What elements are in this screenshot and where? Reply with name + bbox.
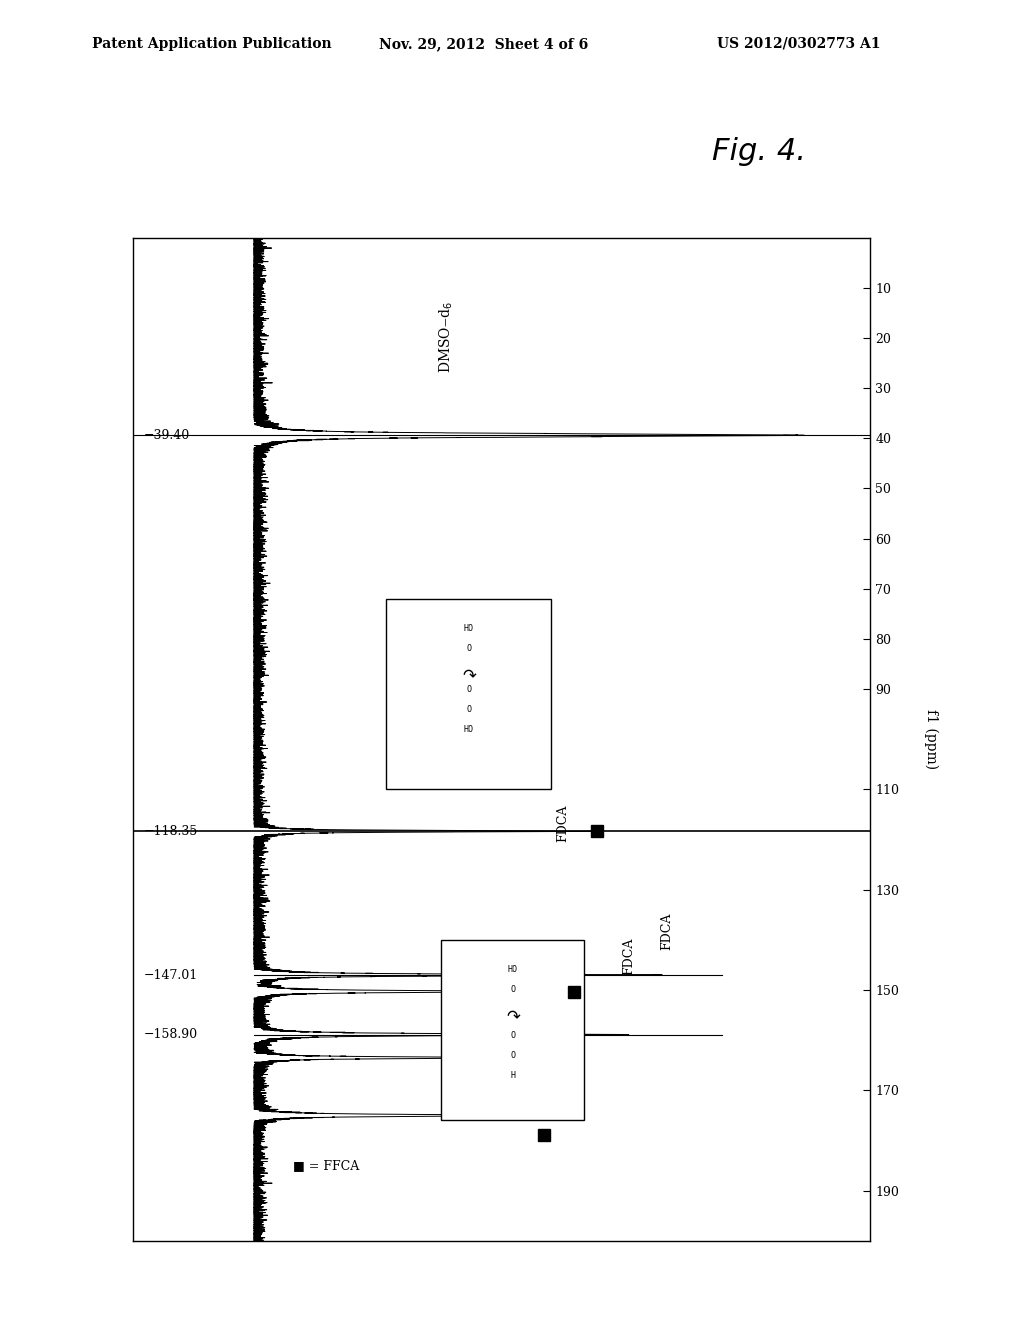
Text: DMSO‒d$_6$: DMSO‒d$_6$: [438, 301, 456, 374]
Text: $\curvearrowright$: $\curvearrowright$: [504, 1006, 522, 1024]
Text: $\curvearrowright$: $\curvearrowright$: [460, 665, 478, 682]
Text: O: O: [510, 1031, 515, 1040]
FancyBboxPatch shape: [441, 940, 585, 1121]
Text: Nov. 29, 2012  Sheet 4 of 6: Nov. 29, 2012 Sheet 4 of 6: [379, 37, 588, 51]
Text: FDCA: FDCA: [556, 804, 568, 842]
Text: US 2012/0302773 A1: US 2012/0302773 A1: [717, 37, 881, 51]
Text: O: O: [466, 705, 471, 714]
Y-axis label: f1 (ppm): f1 (ppm): [925, 709, 939, 770]
Text: Patent Application Publication: Patent Application Publication: [92, 37, 332, 51]
Text: HO: HO: [464, 624, 474, 634]
Text: O: O: [510, 1051, 515, 1060]
Text: −39.40: −39.40: [144, 429, 190, 442]
Text: −147.01: −147.01: [144, 969, 199, 982]
Text: HO: HO: [508, 965, 518, 974]
Text: HO: HO: [464, 725, 474, 734]
Text: O: O: [466, 644, 471, 653]
Text: −158.90: −158.90: [144, 1028, 199, 1041]
Text: ■ = FFCA: ■ = FFCA: [293, 1159, 359, 1172]
Text: O: O: [510, 986, 515, 994]
Text: H: H: [510, 1071, 515, 1080]
FancyBboxPatch shape: [386, 599, 551, 789]
Text: Fig. 4.: Fig. 4.: [712, 137, 806, 166]
Text: O: O: [466, 685, 471, 693]
Text: FDCA: FDCA: [622, 937, 635, 975]
Text: FDCA: FDCA: [660, 912, 674, 950]
Text: −118.35: −118.35: [144, 825, 199, 838]
